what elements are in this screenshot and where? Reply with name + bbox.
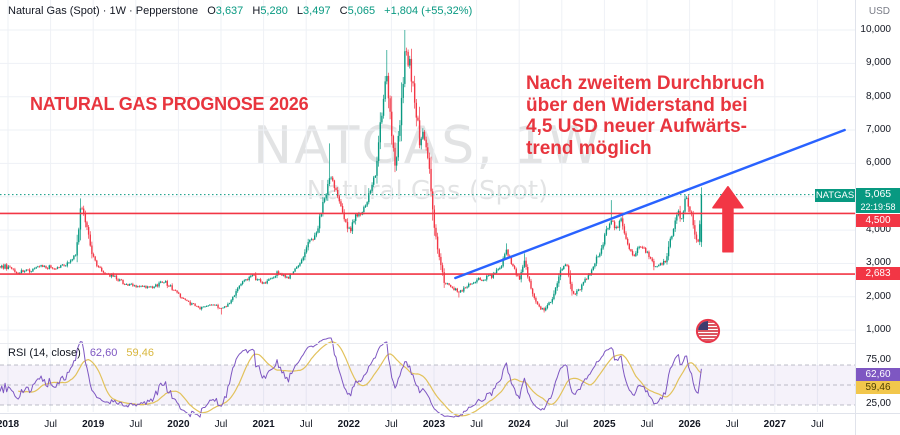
trend-line[interactable] xyxy=(454,128,846,280)
forecast-line: Nach zweitem Durchbruch xyxy=(526,73,765,94)
time-tick-label: Jul xyxy=(810,419,824,430)
time-tick-label: Jul xyxy=(555,419,569,430)
time-tick-label: Jul xyxy=(384,419,398,430)
bar-countdown: 22:19:58 xyxy=(860,202,896,212)
price-tick-label: 10,000 xyxy=(860,24,891,35)
time-tick-label: 2020 xyxy=(167,419,190,430)
rsi-band xyxy=(0,364,855,406)
price-tick-label: 4,000 xyxy=(865,224,891,236)
price-change: +1,804 (+55,32%) xyxy=(384,5,473,17)
time-tick-label: Jul xyxy=(640,419,654,430)
last-price-value: 5,065 xyxy=(864,188,892,200)
price-scale[interactable]: 10,000 9,000 8,000 7,000 6,000 4,000 3,000 2,00… xyxy=(856,0,900,413)
open-label: O xyxy=(207,5,216,17)
time-tick-label: 2024 xyxy=(508,419,531,430)
low-label: L xyxy=(296,5,304,17)
time-tick-label: 2027 xyxy=(763,419,786,430)
price-tick-label: 9,000 xyxy=(865,57,891,69)
price-tick-label: 6,000 xyxy=(865,157,891,169)
time-tick-label: 2025 xyxy=(593,419,616,430)
forecast-annotation[interactable]: Nach zweitem Durchbruch über den Widerst… xyxy=(526,73,856,159)
price-tick-label: 3,000 xyxy=(865,257,891,269)
forecast-line: 4,5 USD neuer Aufwärts- xyxy=(526,116,748,137)
rsi-indicator-label[interactable]: RSI (14, close) 62,60 59,46 xyxy=(8,347,154,359)
rsi-panel-separator[interactable] xyxy=(0,343,855,344)
price-tick-label: 7,000 xyxy=(865,124,891,136)
analysis-title-annotation[interactable]: NATURAL GAS PROGNOSE 2026 xyxy=(30,94,309,114)
time-tick-label: Jul xyxy=(44,419,57,430)
price-tick-label: 2,000 xyxy=(865,290,891,302)
time-tick-label: 2021 xyxy=(252,419,275,430)
forecast-line: über den Widerstand bei xyxy=(526,94,748,116)
time-tick-label: 2019 xyxy=(82,419,105,430)
support-level-badge: 2,683 xyxy=(856,267,900,280)
close-value: 5,065 xyxy=(347,5,376,17)
currency-label: USD xyxy=(868,6,890,17)
symbol-title[interactable]: Natural Gas (Spot) · 1W · Pepperstone xyxy=(8,5,199,17)
price-tick-label: 1,000 xyxy=(865,324,891,336)
up-arrow-annotation[interactable] xyxy=(712,185,744,253)
rsi-ma-value-badge: 59,46 xyxy=(856,381,900,394)
rsi-tick-label: 25,00 xyxy=(865,398,891,409)
forecast-line: trend möglich xyxy=(526,137,652,159)
candlesticks xyxy=(0,30,703,315)
time-axis-separator xyxy=(0,413,900,414)
time-tick-label: 2023 xyxy=(422,419,446,430)
time-scale[interactable]: 2018 Jul 2019 Jul 2020 Jul 2021 Jul 2022 Jul 2023 J… xyxy=(0,413,900,435)
rsi-current-value: 62,60 xyxy=(89,347,118,359)
rsi-tick-label: 75,00 xyxy=(865,354,891,365)
rsi-value-badge: 62,60 xyxy=(856,368,900,381)
price-scale-separator xyxy=(855,0,856,435)
close-label: C xyxy=(339,5,348,17)
high-label: H xyxy=(252,5,261,17)
open-value: 3,637 xyxy=(215,5,244,17)
price-tick-label: 8,000 xyxy=(865,90,891,102)
rsi-ma-value: 59,46 xyxy=(126,347,154,359)
time-tick-label: Jul xyxy=(129,419,143,430)
rsi-line[interactable] xyxy=(0,337,702,418)
time-tick-label: Jul xyxy=(470,419,483,430)
resistance-level-badge: 4,500 xyxy=(856,214,900,227)
time-tick-label: Jul xyxy=(299,419,313,430)
low-value: 3,497 xyxy=(303,5,331,17)
last-price-badge: 5,065 22:19:58 xyxy=(856,188,900,213)
time-tick-label: Jul xyxy=(725,419,739,430)
time-tick-label: 2018 xyxy=(0,419,20,430)
high-value: 5,280 xyxy=(260,5,288,17)
symbol-info-bar[interactable]: Natural Gas (Spot) · 1W · Pepperstone O3… xyxy=(8,5,472,17)
time-tick-label: Jul xyxy=(214,419,228,430)
us-flag-icon xyxy=(695,318,721,344)
symbol-price-line-chip: NATGAS xyxy=(815,189,855,202)
time-tick-label: 2022 xyxy=(337,419,360,430)
rsi-name[interactable]: RSI (14, close) xyxy=(8,347,81,359)
time-tick-label: 2026 xyxy=(678,419,701,430)
